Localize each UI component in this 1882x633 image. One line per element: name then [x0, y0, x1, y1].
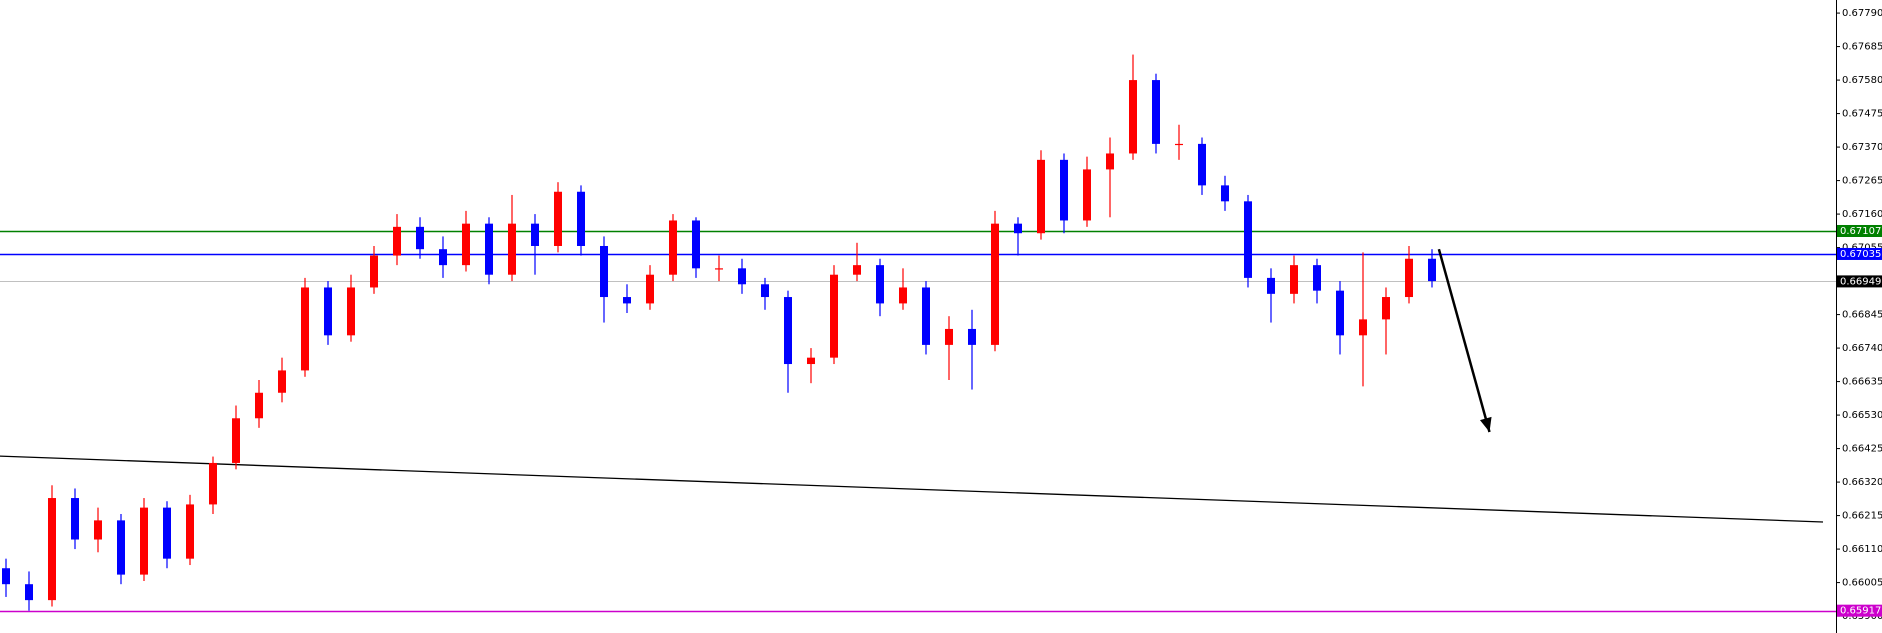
- candle-body: [1336, 290, 1344, 336]
- candle-body: [508, 223, 516, 275]
- candle-body: [692, 220, 700, 269]
- candle-body: [899, 287, 907, 304]
- candle-body: [117, 520, 125, 575]
- y-tick-label: 0.67370: [1842, 142, 1882, 153]
- y-tick-label: 0.66740: [1842, 343, 1882, 354]
- level-label: 0.67035: [1840, 249, 1881, 260]
- candle-body: [71, 498, 79, 540]
- candle-body: [232, 418, 240, 463]
- candle-body: [163, 507, 171, 559]
- candle-body: [301, 287, 309, 371]
- candle-body: [646, 274, 654, 304]
- candle-body: [140, 507, 148, 575]
- y-tick-label: 0.66530: [1842, 410, 1882, 421]
- y-tick-label: 0.66005: [1842, 578, 1882, 589]
- y-tick-label: 0.66845: [1842, 310, 1882, 321]
- candle-body: [1037, 159, 1045, 234]
- level-label-box: [1837, 604, 1882, 617]
- candle-body: [1405, 258, 1413, 298]
- candle-body: [922, 287, 930, 345]
- candle-body: [1290, 265, 1298, 294]
- candle-body: [1267, 277, 1275, 294]
- candle-body: [1244, 201, 1252, 278]
- candle-body: [1313, 265, 1321, 291]
- candle-body: [991, 223, 999, 345]
- candle-body: [807, 357, 815, 365]
- candle-body: [577, 191, 585, 246]
- candle-body: [669, 220, 677, 275]
- trendline: [0, 455, 1824, 523]
- candle-body: [623, 297, 631, 304]
- arrow-head: [1479, 416, 1492, 432]
- candle-body: [94, 520, 102, 540]
- candle-body: [1221, 185, 1229, 202]
- candle-body: [761, 284, 769, 298]
- candle-body: [255, 392, 263, 419]
- candle-body: [1198, 143, 1206, 186]
- y-tick-label: 0.67580: [1842, 75, 1882, 86]
- candle-body: [830, 274, 838, 358]
- candle-body: [1129, 80, 1137, 154]
- y-tick-label: 0.67265: [1842, 176, 1882, 187]
- y-tick-label: 0.67790: [1842, 8, 1882, 19]
- candle-body: [945, 328, 953, 345]
- candle-body: [876, 265, 884, 304]
- y-tick-label: 0.66320: [1842, 477, 1882, 488]
- y-tick-label: 0.66635: [1842, 377, 1882, 388]
- candle-body: [554, 191, 562, 246]
- candle-body: [393, 226, 401, 256]
- candle-body: [2, 568, 10, 585]
- candle-body: [738, 268, 746, 285]
- candle-body: [439, 249, 447, 266]
- candle-body: [784, 297, 792, 365]
- arrow-shaft: [1437, 248, 1491, 433]
- candle-body: [25, 584, 33, 601]
- candle-body: [1175, 143, 1183, 146]
- y-tick-label: 0.66110: [1842, 544, 1882, 555]
- candle-body: [1106, 153, 1114, 170]
- y-tick-label: 0.67475: [1842, 109, 1882, 120]
- level-label: 0.65917: [1840, 606, 1881, 617]
- candle-body: [278, 370, 286, 393]
- candle-body: [853, 265, 861, 275]
- candle-body: [1152, 80, 1160, 144]
- candle-body: [347, 287, 355, 336]
- y-tick-label: 0.67685: [1842, 42, 1882, 53]
- candle-body: [1014, 223, 1022, 234]
- candle-body: [600, 245, 608, 298]
- y-tick-label: 0.66215: [1842, 511, 1882, 522]
- candle-body: [324, 287, 332, 336]
- level-label: 0.67107: [1840, 226, 1881, 237]
- candle-body: [531, 223, 539, 246]
- candle-body: [186, 504, 194, 559]
- candle-body: [1083, 169, 1091, 221]
- candle-body: [370, 255, 378, 288]
- candle-body: [1382, 297, 1390, 320]
- y-tick-label: 0.66425: [1842, 444, 1882, 455]
- candle-body: [1428, 258, 1436, 282]
- y-tick-label: 0.67160: [1842, 209, 1882, 220]
- candle-body: [715, 268, 723, 270]
- level-label: 0.66949: [1840, 276, 1881, 287]
- candle-body: [209, 462, 217, 505]
- candle-body: [48, 498, 56, 601]
- candle-body: [416, 226, 424, 250]
- candle-body: [968, 328, 976, 345]
- level-label-box: [1837, 247, 1882, 260]
- candle-body: [1060, 159, 1068, 221]
- level-label-box: [1837, 275, 1882, 288]
- candle-body: [462, 223, 470, 266]
- level-label-box: [1837, 224, 1882, 237]
- candle-body: [1359, 319, 1367, 336]
- candle-body: [485, 223, 493, 275]
